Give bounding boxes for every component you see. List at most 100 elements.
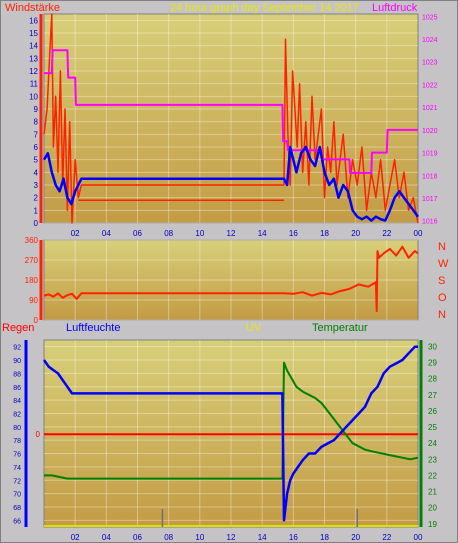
wind-y-tick-2: 2 bbox=[34, 194, 39, 203]
direction-y-tick-0: 0 bbox=[34, 316, 39, 325]
wind-y-tick-4: 4 bbox=[34, 168, 39, 177]
wind-y-tick-5: 5 bbox=[34, 156, 39, 165]
direction-y-tick-90: 90 bbox=[29, 296, 38, 305]
temperature-line bbox=[44, 361, 419, 480]
wind-panel-x-tick-00: 00 bbox=[414, 229, 423, 238]
temperature-y-tick-21: 21 bbox=[428, 488, 437, 497]
compass-s: S bbox=[438, 275, 445, 287]
temperature-y-tick-20: 20 bbox=[428, 504, 437, 513]
wind-panel-x-tick-16: 16 bbox=[289, 229, 298, 238]
temperature-y-tick-27: 27 bbox=[428, 391, 437, 400]
humidity-y-tick-76: 76 bbox=[13, 452, 21, 459]
temperature-y-tick-25: 25 bbox=[428, 423, 437, 432]
direction-y-tick-270: 270 bbox=[25, 256, 39, 265]
humidity-panel-x-tick-08: 08 bbox=[164, 533, 173, 542]
humidity-y-tick-74: 74 bbox=[13, 465, 21, 472]
humidity-y-tick-90: 90 bbox=[13, 358, 21, 365]
pressure-y-tick-1025: 1025 bbox=[422, 14, 438, 21]
pressure-y-tick-1020: 1020 bbox=[422, 128, 438, 135]
rain-header-label: Regen bbox=[2, 322, 34, 334]
wind-y-tick-3: 3 bbox=[34, 181, 39, 190]
pressure-y-tick-1018: 1018 bbox=[422, 173, 438, 180]
pressure-y-tick-1023: 1023 bbox=[422, 60, 438, 67]
humidity-line bbox=[42, 345, 418, 522]
wind-y-tick-7: 7 bbox=[34, 130, 39, 139]
wind-panel-x-tick-10: 10 bbox=[195, 229, 204, 238]
uv-header-label: UV bbox=[246, 322, 262, 334]
wind-panel-x-tick-06: 06 bbox=[133, 229, 142, 238]
pressure-y-tick-1024: 1024 bbox=[422, 37, 438, 44]
humidity-header-label: Luftfeuchte bbox=[66, 322, 120, 334]
temperature-y-tick-28: 28 bbox=[428, 375, 437, 384]
humidity-y-tick-82: 82 bbox=[13, 411, 21, 418]
humidity-panel-x-tick-02: 02 bbox=[71, 533, 80, 542]
wind-panel-x-tick-18: 18 bbox=[320, 229, 329, 238]
wind-y-tick-13: 13 bbox=[29, 54, 38, 63]
direction-plot-area bbox=[43, 239, 419, 321]
wind-panel-x-tick-12: 12 bbox=[227, 229, 236, 238]
temperature-y-tick-29: 29 bbox=[428, 359, 437, 368]
wind-y-tick-14: 14 bbox=[29, 42, 38, 51]
wind-y-tick-16: 16 bbox=[29, 16, 38, 25]
humidity-y-tick-68: 68 bbox=[13, 505, 21, 512]
humidity-panel-x-tick-18: 18 bbox=[320, 533, 329, 542]
wind-panel-x-tick-14: 14 bbox=[258, 229, 267, 238]
wind-y-tick-15: 15 bbox=[29, 29, 38, 38]
humidity-y-tick-70: 70 bbox=[13, 492, 21, 499]
pressure-y-tick-1021: 1021 bbox=[422, 105, 438, 112]
direction-y-tick-180: 180 bbox=[25, 276, 39, 285]
humidity-panel-x-tick-22: 22 bbox=[382, 533, 391, 542]
temperature-y-tick-24: 24 bbox=[428, 439, 437, 448]
wind-panel-x-tick-22: 22 bbox=[382, 229, 391, 238]
wind-panel-x-tick-08: 08 bbox=[164, 229, 173, 238]
humidity-y-tick-80: 80 bbox=[13, 425, 21, 432]
humidity-y-tick-84: 84 bbox=[13, 398, 21, 405]
humidity-panel-x-tick-04: 04 bbox=[102, 533, 111, 542]
wind-y-tick-12: 12 bbox=[29, 67, 38, 76]
compass-n-top: N bbox=[438, 241, 446, 253]
humidity-panel-x-tick-06: 06 bbox=[133, 533, 142, 542]
wind-panel-x-tick-02: 02 bbox=[71, 229, 80, 238]
pressure-y-tick-1017: 1017 bbox=[422, 196, 438, 203]
temperature-y-tick-23: 23 bbox=[428, 455, 437, 464]
humidity-panel-x-tick-12: 12 bbox=[227, 533, 236, 542]
wind-y-tick-6: 6 bbox=[34, 143, 39, 152]
wind-pressure-plot-area bbox=[43, 13, 419, 224]
pressure-header-label: Luftdruck bbox=[372, 2, 418, 14]
humidity-y-tick-66: 66 bbox=[13, 518, 21, 525]
humidity-panel-x-tick-14: 14 bbox=[258, 533, 267, 542]
pressure-y-tick-1016: 1016 bbox=[422, 219, 438, 226]
wind-y-tick-1: 1 bbox=[34, 206, 39, 215]
humidity-y-tick-86: 86 bbox=[13, 385, 21, 392]
wind-y-tick-0: 0 bbox=[34, 219, 39, 228]
humidity-panel-x-tick-10: 10 bbox=[195, 533, 204, 542]
temperature-y-tick-22: 22 bbox=[428, 471, 437, 480]
wind-speed-line bbox=[43, 13, 419, 224]
date-header-label: 24 hour graph day September 14 2017 bbox=[170, 2, 359, 14]
wind-direction-line bbox=[43, 245, 419, 313]
temperature-y-tick-30: 30 bbox=[428, 342, 437, 351]
humidity-panel-x-tick-16: 16 bbox=[289, 533, 298, 542]
wind-average-line bbox=[42, 145, 420, 222]
humidity-panel-x-tick-00: 00 bbox=[414, 533, 423, 542]
pressure-y-tick-1022: 1022 bbox=[422, 82, 438, 89]
temperature-y-tick-26: 26 bbox=[428, 407, 437, 416]
wind-panel-x-tick-04: 04 bbox=[102, 229, 111, 238]
temperature-header-label: Temperatur bbox=[312, 322, 368, 334]
wind-y-tick-10: 10 bbox=[29, 92, 38, 101]
compass-w: W bbox=[438, 258, 449, 270]
rain-y-tick-0: 0 bbox=[36, 430, 41, 439]
wind-header-label: Windstärke bbox=[5, 2, 60, 14]
pressure-y-tick-1019: 1019 bbox=[422, 151, 438, 158]
compass-n-bottom: N bbox=[438, 309, 446, 321]
humidity-y-tick-92: 92 bbox=[13, 345, 21, 352]
compass-o: O bbox=[438, 292, 447, 304]
humidity-y-tick-78: 78 bbox=[13, 438, 21, 445]
wind-y-tick-8: 8 bbox=[34, 118, 39, 127]
direction-y-tick-360: 360 bbox=[25, 236, 39, 245]
temperature-y-tick-19: 19 bbox=[428, 520, 437, 529]
wind-y-tick-11: 11 bbox=[30, 80, 39, 89]
wind-panel-x-tick-20: 20 bbox=[351, 229, 360, 238]
